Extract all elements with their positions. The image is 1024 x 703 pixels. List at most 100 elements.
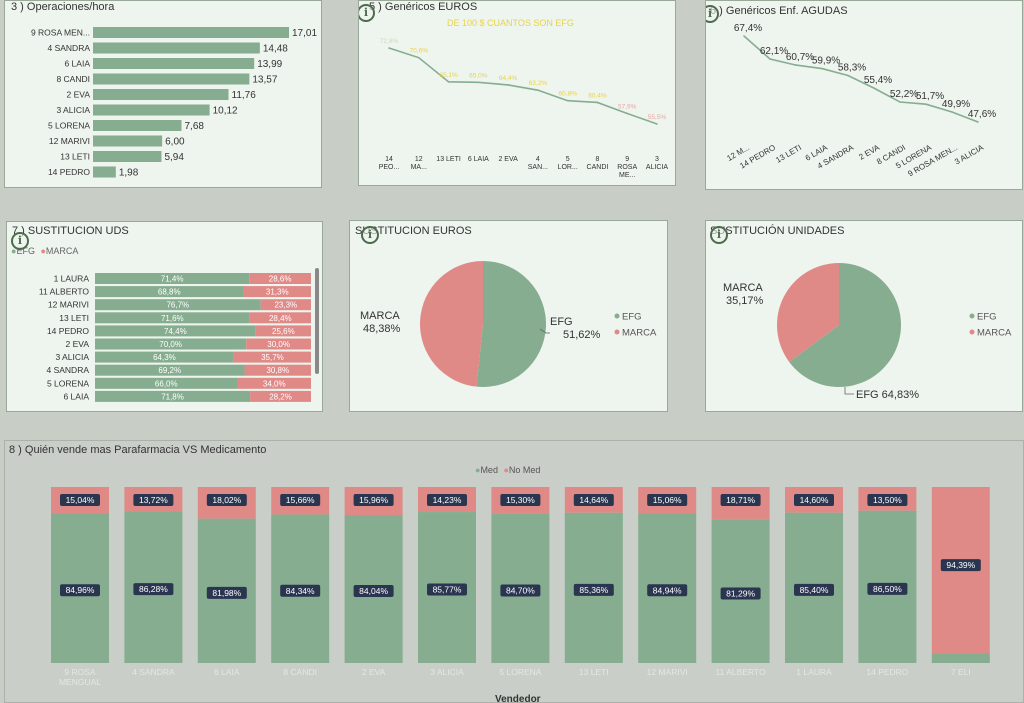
data-point — [899, 101, 901, 103]
panel-title: 8 ) Quién vende mas Parafarmacia VS Medi… — [9, 444, 267, 456]
info-icon[interactable]: i — [706, 5, 719, 23]
data-label-nomed: 14,60% — [800, 495, 829, 505]
data-label-med: 84,94% — [653, 585, 682, 595]
legend-dot — [614, 329, 620, 335]
data-label: 10,12 — [213, 106, 238, 117]
data-label-nomed-bg — [720, 494, 761, 506]
data-label-med-bg — [500, 584, 541, 597]
info-icon[interactable]: i — [359, 4, 375, 22]
bar — [93, 73, 250, 85]
series-line — [388, 47, 658, 125]
category-label: 8 CANDI — [283, 667, 317, 677]
data-label-nomed: 18,02% — [212, 495, 241, 505]
data-label: 7,68 — [184, 121, 204, 132]
slice-value-label: 35,17% — [726, 295, 764, 307]
data-label: 59,9% — [812, 56, 840, 67]
info-icon[interactable]: i — [361, 226, 379, 244]
data-point — [821, 67, 823, 70]
data-label: 1,98 — [119, 168, 139, 179]
legend-dot-med: ● — [475, 465, 481, 475]
category-label: 4 SANDRA — [132, 667, 175, 677]
category-label: 6 LAIA — [214, 667, 240, 677]
data-label-med-bg — [353, 585, 394, 598]
data-label-nomed-bg — [794, 494, 834, 506]
category-label: 1 LAURA — [796, 667, 832, 677]
data-label-med: 84,70% — [506, 585, 535, 595]
panel-title: 5 ) Genéricos EUROS — [369, 1, 478, 13]
panel-sustitucion-unidades: SUSTITUCIÓN UNIDADES EFG 64,83% MARCA 35,1… — [705, 220, 1023, 412]
legend-label: EFG — [977, 312, 997, 323]
category-label: CANDI — [587, 164, 609, 171]
bar-med — [931, 653, 990, 663]
category-label: 3 — [655, 156, 659, 163]
data-label-nomed: 14,23% — [433, 495, 462, 505]
data-label-nomed: 15,04% — [66, 495, 95, 505]
sustitucion-uds-stacked-bar: 1 LAURA 71,4% 28,6% 11 ALBERTO 68,8% 31,3% 12 … — [39, 273, 311, 402]
category-label: MA... — [411, 164, 427, 171]
data-label: 64,3% — [153, 353, 176, 362]
slice-name-label: MARCA — [360, 310, 400, 322]
data-label-med: 84,34% — [286, 586, 315, 596]
legend-dot-nomed: ● — [503, 465, 509, 475]
data-label-nomed-bg — [353, 494, 394, 506]
panel-title: SUSTITUCION EUROS — [355, 225, 472, 237]
legend-dot-efg: ● — [11, 246, 17, 256]
panel-subtitle: DE 100 $ CUANTOS SON EFG — [447, 18, 574, 28]
data-point — [873, 87, 875, 89]
data-label-med: 84,96% — [66, 585, 95, 595]
scrollbar[interactable] — [315, 268, 319, 374]
data-label-med-bg — [720, 587, 761, 600]
data-label-med: 86,28% — [139, 584, 168, 594]
bar-efg — [95, 390, 251, 402]
category-label: 5 — [566, 156, 570, 163]
category-label: 14 PEDRO — [866, 667, 908, 677]
x-axis-title: Vendedor — [495, 694, 541, 703]
data-label: 62,1% — [760, 46, 788, 57]
data-label: 60,8% — [558, 91, 577, 98]
data-label: 63,2% — [529, 80, 548, 87]
legend: ●EFG ●MARCA — [11, 246, 78, 256]
category-label: 13 LETI — [60, 152, 90, 162]
bar-marca — [250, 390, 311, 402]
category-label: 8 CANDI — [56, 74, 90, 84]
data-label: 55,4% — [864, 75, 892, 86]
data-point — [795, 64, 797, 66]
category-label: 4 — [536, 156, 540, 163]
data-label: 69,2% — [158, 366, 181, 375]
category-label: 3 ALICIA — [953, 143, 985, 167]
data-label-nomed: 15,30% — [506, 495, 535, 505]
data-label: 35,7% — [261, 353, 284, 362]
bar — [93, 42, 260, 54]
category-label: 2 EVA — [66, 339, 90, 349]
info-icon[interactable]: i — [710, 226, 728, 244]
legend-label-med: Med — [480, 465, 498, 475]
data-point — [537, 89, 539, 91]
pie-slice-efg — [476, 261, 546, 387]
bar — [93, 151, 162, 162]
data-point — [417, 56, 420, 59]
info-icon[interactable]: i — [11, 232, 29, 250]
data-point — [656, 123, 658, 125]
category-label: 5 LORENA — [499, 667, 541, 677]
data-label: 60,7% — [786, 52, 814, 63]
data-point — [977, 121, 979, 123]
data-label-nomed-bg — [500, 494, 541, 506]
category-label: 9 — [625, 156, 629, 163]
bar-marca — [249, 312, 311, 324]
data-point — [847, 74, 849, 77]
category-label: 9 ROSA MEN... — [31, 28, 90, 38]
category-label: 14 PEDRO — [48, 167, 90, 177]
category-label: 2 EVA — [362, 667, 386, 677]
legend-dot — [614, 313, 620, 319]
data-label: 5,94 — [164, 152, 184, 163]
bar-efg — [95, 312, 250, 324]
category-label: 12 — [415, 156, 423, 163]
series-line — [743, 35, 979, 123]
data-label: 71,6% — [161, 314, 184, 323]
data-label: 13,57 — [252, 75, 277, 86]
data-label-med-bg — [206, 586, 247, 599]
legend-label: MARCA — [622, 328, 657, 339]
legend-dot-marca: ● — [40, 246, 46, 256]
category-label: 11 ALBERTO — [39, 287, 89, 297]
